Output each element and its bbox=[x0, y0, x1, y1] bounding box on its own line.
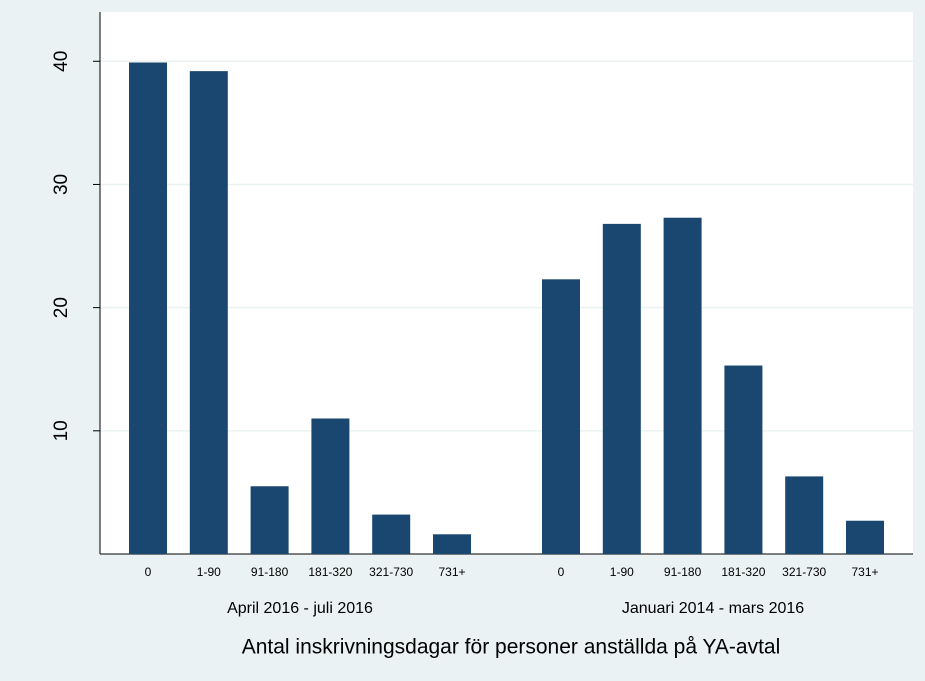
plot-area bbox=[100, 12, 913, 554]
bar bbox=[372, 514, 411, 554]
x-tick-label: 181-320 bbox=[308, 565, 352, 579]
bar bbox=[129, 62, 167, 554]
x-tick-label: 321-730 bbox=[369, 565, 413, 579]
bar bbox=[663, 217, 702, 555]
bar bbox=[724, 365, 763, 554]
bar bbox=[250, 486, 289, 554]
x-tick-label: 91-180 bbox=[251, 565, 289, 579]
group-label: April 2016 - juli 2016 bbox=[227, 600, 373, 617]
group-label: Januari 2014 - mars 2016 bbox=[622, 600, 804, 617]
y-tick-label: 40 bbox=[51, 51, 72, 72]
x-tick-label: 1-90 bbox=[610, 565, 634, 579]
x-tick-label: 321-730 bbox=[782, 565, 826, 579]
bar bbox=[846, 520, 884, 554]
x-tick-label: 1-90 bbox=[197, 565, 221, 579]
bar bbox=[785, 476, 824, 554]
y-tick-label: 20 bbox=[51, 297, 72, 318]
x-tick-label: 91-180 bbox=[664, 565, 702, 579]
bar bbox=[311, 418, 350, 554]
bar bbox=[542, 279, 580, 554]
x-tick-label: 0 bbox=[558, 565, 565, 579]
y-tick-label: 10 bbox=[51, 420, 72, 441]
bar bbox=[433, 534, 471, 554]
x-axis-title: Antal inskrivningsdagar för personer ans… bbox=[242, 636, 781, 659]
x-tick-label: 731+ bbox=[438, 565, 465, 579]
x-tick-label: 0 bbox=[145, 565, 152, 579]
bar bbox=[189, 71, 228, 555]
x-tick-label: 181-320 bbox=[721, 565, 765, 579]
bar bbox=[602, 223, 641, 554]
x-tick-label: 731+ bbox=[851, 565, 878, 579]
y-tick-label: 30 bbox=[51, 174, 72, 195]
